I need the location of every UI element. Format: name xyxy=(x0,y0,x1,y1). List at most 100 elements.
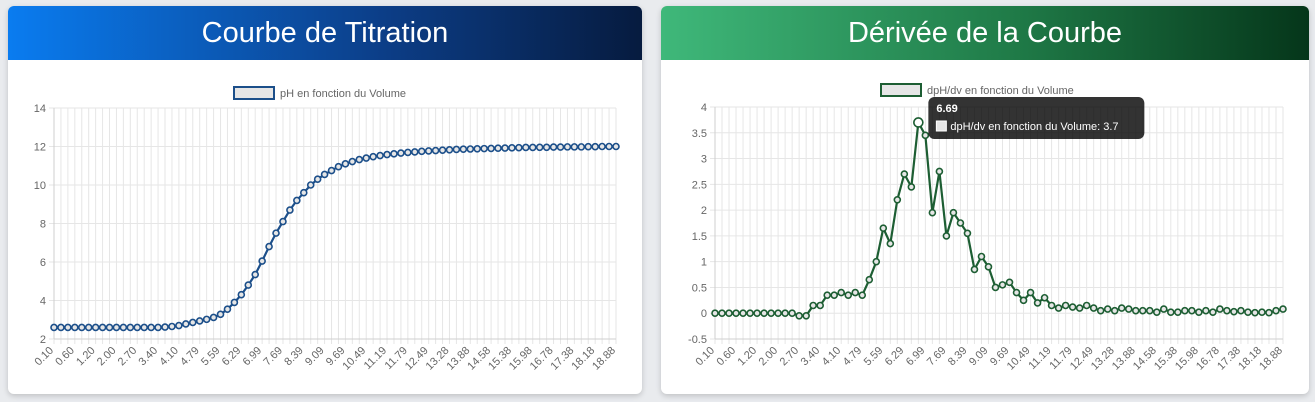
data-point xyxy=(195,317,204,325)
data-point xyxy=(1279,305,1287,313)
x-tick-label: 2.00 xyxy=(757,345,781,369)
y-tick-label: 0 xyxy=(701,308,707,320)
y-tick-label: 2.5 xyxy=(692,179,707,191)
data-point xyxy=(175,321,183,330)
y-tick-label: 4 xyxy=(701,102,707,114)
data-point xyxy=(313,175,322,184)
data-point xyxy=(91,323,100,332)
data-point xyxy=(355,155,364,164)
x-tick-label: 16.78 xyxy=(1194,345,1222,373)
x-tick-label: 11.19 xyxy=(362,345,389,372)
data-point xyxy=(286,206,294,214)
titration-chart-panel: Courbe de Titration 2 4 6 8 10 12 14 0.10 0.60 1.… xyxy=(8,6,642,394)
y-tick-label: 1 xyxy=(701,257,707,269)
derivative-chart-panel: Dérivée de la Courbe -0.5 0 0.5 1 1.5 2 2.5 3 3.… xyxy=(661,6,1309,394)
x-tick-label: 6.29 xyxy=(220,345,244,369)
data-point xyxy=(598,142,606,151)
data-point xyxy=(209,313,218,322)
data-point xyxy=(64,323,72,332)
data-point xyxy=(480,144,488,153)
data-point xyxy=(963,229,972,238)
data-point xyxy=(417,147,426,156)
data-point xyxy=(1103,305,1112,313)
data-point xyxy=(837,288,846,297)
data-point xyxy=(725,309,733,318)
tooltip-swatch xyxy=(935,120,947,132)
x-tick-label: 0.10 xyxy=(32,345,56,369)
data-point xyxy=(984,263,993,271)
data-point xyxy=(732,309,740,318)
data-point xyxy=(977,252,986,261)
y-tick-label: 0.5 xyxy=(692,282,707,294)
data-point xyxy=(1202,306,1210,315)
x-tick-label: 2.70 xyxy=(778,345,802,369)
data-point xyxy=(886,239,895,248)
data-point xyxy=(272,229,280,237)
data-point xyxy=(1174,308,1182,316)
derivative-chart[interactable]: -0.5 0 0.5 1 1.5 2 2.5 3 3.5 4 0.100.601.202.002.7… xyxy=(661,60,1309,394)
tooltip: 6.69 dpH/dv en fonction du Volume: 3.7 xyxy=(928,97,1145,139)
data-point xyxy=(334,162,343,171)
data-point xyxy=(1195,308,1203,316)
data-point xyxy=(556,143,565,151)
data-point xyxy=(718,309,726,318)
x-tick-label: 8.39 xyxy=(946,345,970,369)
x-tick-label: 4.79 xyxy=(178,345,202,369)
data-point xyxy=(1216,305,1224,313)
data-point xyxy=(802,312,810,320)
x-tick-label: 8.39 xyxy=(282,345,306,369)
legend-label: pH en fonction du Volume xyxy=(280,88,406,100)
data-point xyxy=(244,281,253,289)
legend-swatch xyxy=(233,86,275,100)
data-point xyxy=(570,143,579,151)
data-point xyxy=(1251,308,1259,317)
x-tick-label: 15.98 xyxy=(1173,345,1201,373)
data-point xyxy=(563,143,572,151)
data-point xyxy=(858,291,867,299)
data-point xyxy=(1096,306,1105,315)
data-point xyxy=(1272,306,1280,315)
data-point xyxy=(216,310,225,319)
data-point xyxy=(1152,308,1161,316)
x-tick-label: 5.59 xyxy=(199,345,223,369)
x-tick-label: 0.60 xyxy=(715,345,739,369)
data-point xyxy=(1047,301,1056,310)
data-point xyxy=(258,257,266,265)
data-point xyxy=(202,315,211,324)
data-point xyxy=(1258,308,1266,316)
legend: pH en fonction du Volume xyxy=(233,86,406,100)
data-point xyxy=(168,322,176,331)
derivative-chart-title: Dérivée de la Courbe xyxy=(661,6,1309,60)
data-point xyxy=(844,291,853,299)
data-point xyxy=(935,167,944,176)
data-point xyxy=(126,323,135,332)
data-point xyxy=(1167,308,1175,316)
data-point xyxy=(1181,306,1189,315)
data-point xyxy=(1040,293,1049,302)
x-tick-label: 10.49 xyxy=(340,345,368,373)
x-tick-label: 15.38 xyxy=(1152,345,1180,373)
x-tick-label: 11.19 xyxy=(1026,345,1053,372)
x-tick-label: 6.99 xyxy=(904,345,928,369)
data-point xyxy=(348,157,357,166)
data-point xyxy=(369,152,377,161)
data-point xyxy=(237,290,246,299)
data-point xyxy=(397,149,405,157)
data-point xyxy=(431,146,440,155)
data-point xyxy=(404,148,412,157)
titration-chart[interactable]: 2 4 6 8 10 12 14 0.100.601.202.002.703.404.104.… xyxy=(8,60,642,394)
data-point xyxy=(1089,304,1098,312)
data-point xyxy=(1223,306,1231,315)
data-point xyxy=(907,183,916,191)
legend-swatch xyxy=(880,83,922,97)
data-point xyxy=(893,196,902,204)
data-point xyxy=(376,151,384,160)
x-tick-label: 7.69 xyxy=(925,345,949,369)
y-tick-label: 3 xyxy=(701,154,707,166)
data-point xyxy=(753,309,761,318)
data-point xyxy=(1265,308,1273,317)
data-point xyxy=(1188,306,1196,315)
data-point xyxy=(949,208,958,217)
data-point xyxy=(57,323,65,332)
data-point xyxy=(956,219,965,227)
